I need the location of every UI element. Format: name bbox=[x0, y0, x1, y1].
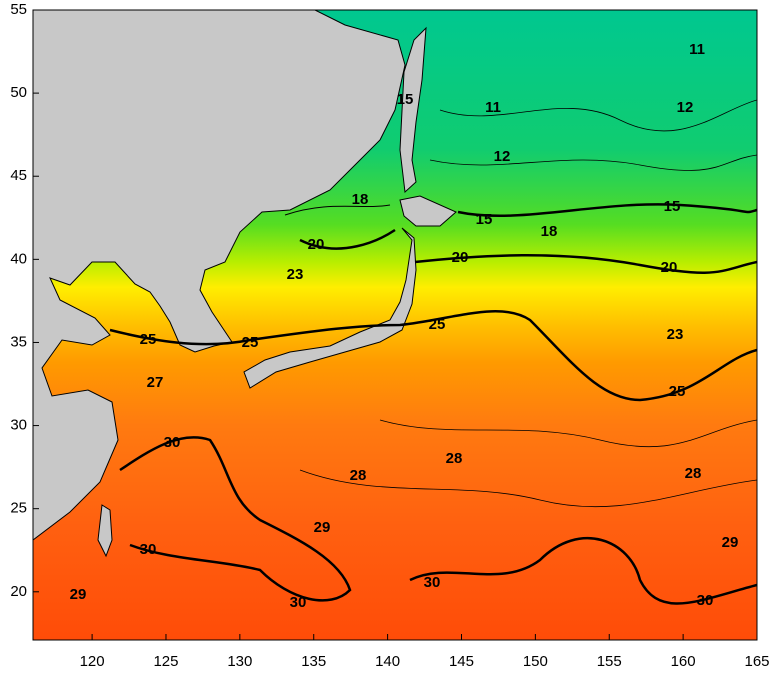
contour-label: 11 bbox=[689, 41, 705, 58]
land-sakhalin bbox=[399, 26, 427, 194]
contour-label: 23 bbox=[667, 326, 684, 343]
contour-label: 25 bbox=[669, 383, 686, 400]
contour-label: 20 bbox=[452, 249, 469, 266]
contour-label: 30 bbox=[140, 541, 157, 558]
contour-label: 30 bbox=[697, 592, 714, 609]
contour-label: 30 bbox=[424, 574, 441, 591]
contour-label: 25 bbox=[242, 334, 259, 351]
contour-label: 12 bbox=[677, 99, 694, 116]
contour-label: 29 bbox=[70, 586, 87, 603]
contour-label: 25 bbox=[429, 316, 446, 333]
contour-label: 27 bbox=[147, 374, 164, 391]
contour-label: 28 bbox=[350, 467, 367, 484]
contour-label: 28 bbox=[685, 465, 702, 482]
x-tick-label: 160 bbox=[671, 653, 696, 670]
map-frame bbox=[32, 9, 758, 641]
x-tick-label: 130 bbox=[227, 653, 252, 670]
y-tick-label: 30 bbox=[10, 417, 27, 434]
contour-label: 23 bbox=[287, 266, 304, 283]
contour-label: 15 bbox=[476, 211, 493, 228]
contour-label: 20 bbox=[661, 259, 678, 276]
x-tick-label: 140 bbox=[375, 653, 400, 670]
map-field bbox=[33, 10, 757, 640]
y-tick-label: 55 bbox=[10, 1, 27, 18]
x-tick-label: 125 bbox=[153, 653, 178, 670]
contour-label: 20 bbox=[308, 236, 325, 253]
contour-label: 11 bbox=[485, 99, 501, 116]
land-hokkaido bbox=[399, 195, 457, 227]
x-tick-label: 135 bbox=[301, 653, 326, 670]
contour-label: 12 bbox=[494, 148, 511, 165]
contour-label: 30 bbox=[290, 594, 307, 611]
contour-lines bbox=[109, 99, 757, 605]
y-tick-label: 50 bbox=[10, 84, 27, 101]
contour-label: 15 bbox=[664, 198, 681, 215]
x-tick-label: 145 bbox=[449, 653, 474, 670]
contour-label: 18 bbox=[352, 191, 369, 208]
contour-label: 29 bbox=[314, 519, 331, 536]
y-tick-label: 45 bbox=[10, 167, 27, 184]
land-taiwan bbox=[97, 504, 113, 558]
contour-label: 30 bbox=[164, 434, 181, 451]
y-tick-label: 20 bbox=[10, 583, 27, 600]
contour-label: 25 bbox=[140, 331, 157, 348]
y-tick-label: 40 bbox=[10, 250, 27, 267]
x-tick-label: 165 bbox=[744, 653, 769, 670]
contour-label: 28 bbox=[446, 450, 463, 467]
y-tick-label: 25 bbox=[10, 500, 27, 517]
contour-label: 29 bbox=[722, 534, 739, 551]
y-tick-label: 35 bbox=[10, 333, 27, 350]
contour-label: 15 bbox=[397, 91, 414, 108]
x-tick-label: 150 bbox=[523, 653, 548, 670]
x-tick-label: 120 bbox=[80, 653, 105, 670]
land-asia bbox=[33, 10, 406, 541]
contour-label: 18 bbox=[541, 223, 558, 240]
land-honshu bbox=[243, 227, 417, 389]
x-tick-label: 155 bbox=[597, 653, 622, 670]
